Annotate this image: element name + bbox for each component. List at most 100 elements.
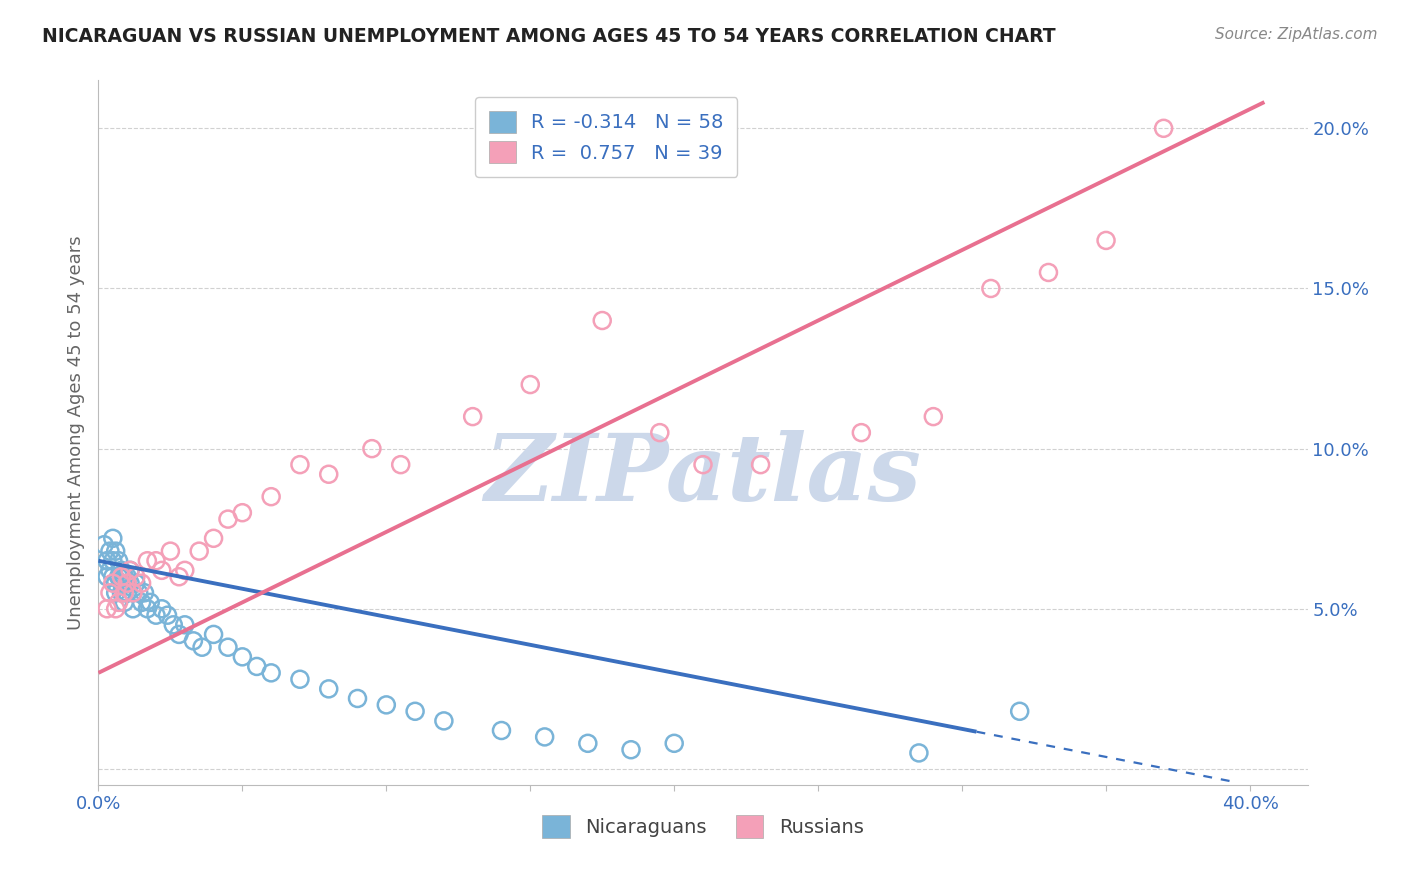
Point xyxy=(183,633,205,648)
Point xyxy=(98,544,121,558)
Point xyxy=(156,608,179,623)
Point xyxy=(110,576,132,591)
Point xyxy=(136,601,159,615)
Point xyxy=(231,649,253,664)
Point xyxy=(101,570,124,584)
Point xyxy=(692,458,714,472)
Point xyxy=(246,659,269,673)
Point xyxy=(217,640,239,655)
Point xyxy=(101,554,124,568)
Point xyxy=(389,458,412,472)
Y-axis label: Unemployment Among Ages 45 to 54 years: Unemployment Among Ages 45 to 54 years xyxy=(66,235,84,630)
Point xyxy=(139,595,162,609)
Point xyxy=(361,442,384,456)
Point xyxy=(433,714,456,728)
Point xyxy=(908,746,931,760)
Point xyxy=(104,576,127,591)
Text: Source: ZipAtlas.com: Source: ZipAtlas.com xyxy=(1215,27,1378,42)
Point xyxy=(112,595,135,609)
Point xyxy=(115,570,138,584)
Point xyxy=(96,601,118,615)
Point xyxy=(115,576,138,591)
Point xyxy=(202,627,225,641)
Point xyxy=(591,313,613,327)
Point xyxy=(404,704,426,718)
Point xyxy=(107,554,129,568)
Point xyxy=(115,586,138,600)
Point xyxy=(125,576,148,591)
Point xyxy=(173,563,195,577)
Point xyxy=(101,576,124,591)
Point xyxy=(112,586,135,600)
Point xyxy=(318,681,340,696)
Point xyxy=(648,425,671,440)
Point xyxy=(145,608,167,623)
Text: NICARAGUAN VS RUSSIAN UNEMPLOYMENT AMONG AGES 45 TO 54 YEARS CORRELATION CHART: NICARAGUAN VS RUSSIAN UNEMPLOYMENT AMONG… xyxy=(42,27,1056,45)
Point xyxy=(173,617,195,632)
Point xyxy=(1153,121,1175,136)
Point xyxy=(167,570,190,584)
Point xyxy=(131,595,153,609)
Point xyxy=(162,617,184,632)
Point xyxy=(664,736,686,750)
Point xyxy=(202,532,225,546)
Point xyxy=(288,458,311,472)
Point xyxy=(191,640,214,655)
Point xyxy=(980,281,1002,295)
Point xyxy=(519,377,541,392)
Point xyxy=(260,665,283,680)
Point xyxy=(120,563,142,577)
Point xyxy=(150,601,173,615)
Point xyxy=(533,730,555,744)
Point xyxy=(851,425,873,440)
Point xyxy=(120,563,142,577)
Point xyxy=(122,586,145,600)
Point xyxy=(107,570,129,584)
Point xyxy=(136,554,159,568)
Point xyxy=(112,586,135,600)
Point xyxy=(107,595,129,609)
Point xyxy=(98,563,121,577)
Point xyxy=(231,506,253,520)
Text: ZIPatlas: ZIPatlas xyxy=(485,430,921,520)
Point xyxy=(110,586,132,600)
Point xyxy=(122,601,145,615)
Point xyxy=(188,544,211,558)
Point xyxy=(1038,265,1060,279)
Point xyxy=(134,586,156,600)
Point xyxy=(96,570,118,584)
Point xyxy=(159,544,181,558)
Point xyxy=(150,563,173,577)
Point xyxy=(110,563,132,577)
Point xyxy=(96,554,118,568)
Point xyxy=(115,576,138,591)
Point xyxy=(260,490,283,504)
Point xyxy=(112,570,135,584)
Point xyxy=(461,409,484,424)
Point xyxy=(1008,704,1031,718)
Point xyxy=(120,576,142,591)
Point xyxy=(576,736,599,750)
Point xyxy=(346,691,368,706)
Point xyxy=(491,723,513,738)
Point xyxy=(288,673,311,687)
Point xyxy=(167,627,190,641)
Point xyxy=(620,742,643,756)
Point xyxy=(375,698,398,712)
Legend: Nicaraguans, Russians: Nicaraguans, Russians xyxy=(534,807,872,846)
Point xyxy=(104,586,127,600)
Point xyxy=(318,467,340,482)
Point xyxy=(131,576,153,591)
Point xyxy=(104,601,127,615)
Point xyxy=(217,512,239,526)
Point xyxy=(101,532,124,546)
Point xyxy=(145,554,167,568)
Point xyxy=(98,586,121,600)
Point xyxy=(110,570,132,584)
Point xyxy=(1095,234,1118,248)
Point xyxy=(93,538,115,552)
Point xyxy=(125,570,148,584)
Point xyxy=(104,544,127,558)
Point xyxy=(922,409,945,424)
Point xyxy=(122,586,145,600)
